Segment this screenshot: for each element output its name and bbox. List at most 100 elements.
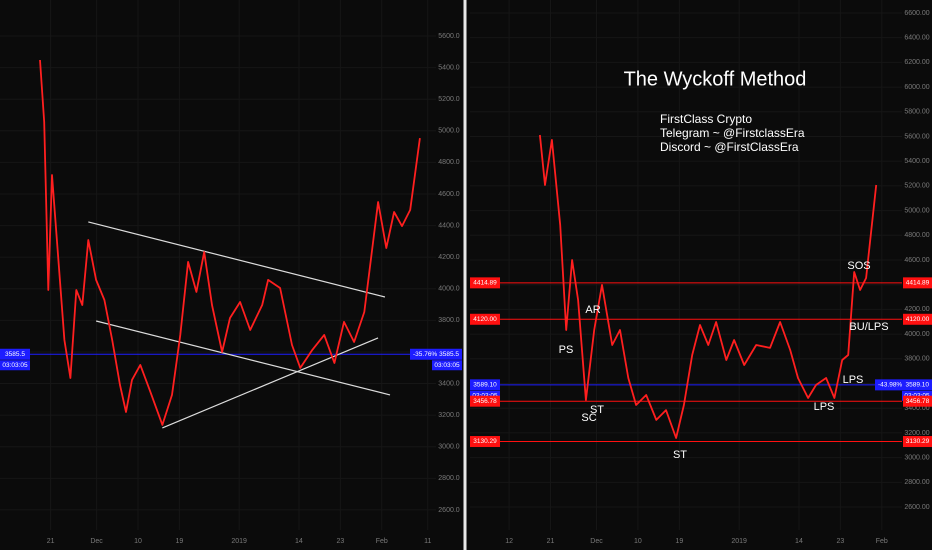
price-box bbox=[470, 395, 500, 407]
y-tick-label: 6000.00 bbox=[904, 84, 929, 91]
x-tick-label: Dec bbox=[90, 538, 103, 545]
x-tick-label: 2019 bbox=[231, 538, 247, 545]
trendline bbox=[162, 337, 379, 429]
y-tick-label: 2600.00 bbox=[904, 504, 929, 511]
price-box bbox=[903, 436, 932, 448]
y-tick-label: 3800.00 bbox=[904, 356, 929, 363]
info-line: Discord ~ @FirstClassEra bbox=[660, 140, 799, 154]
y-tick-label: 3000.00 bbox=[904, 454, 929, 461]
price-label: 3130.29 bbox=[473, 438, 497, 445]
x-tick-label: Feb bbox=[376, 538, 388, 545]
x-tick-label: 12 bbox=[505, 538, 513, 545]
y-tick-label: 4800.0 bbox=[438, 159, 460, 166]
x-tick-label: 23 bbox=[836, 538, 844, 545]
annotation: ST bbox=[673, 449, 687, 461]
price-box bbox=[0, 348, 30, 360]
x-tick-label: 19 bbox=[175, 538, 183, 545]
trendline bbox=[95, 320, 391, 396]
price-box bbox=[470, 436, 500, 448]
price-label: 3585.5 bbox=[439, 351, 459, 358]
price-box bbox=[410, 348, 462, 360]
y-tick-label: 5400.0 bbox=[438, 64, 460, 71]
y-tick-label: 4600.0 bbox=[438, 191, 460, 198]
y-tick-label: 5800.00 bbox=[904, 109, 929, 116]
y-tick-label: 6400.00 bbox=[904, 35, 929, 42]
y-tick-label: 6200.00 bbox=[904, 59, 929, 66]
price-label: 3589.10 bbox=[906, 382, 930, 389]
y-tick-label: 4000.00 bbox=[904, 331, 929, 338]
x-tick-label: 2019 bbox=[731, 538, 747, 545]
y-tick-label: 5600.00 bbox=[904, 133, 929, 140]
price-box bbox=[470, 379, 500, 391]
price-label: 4414.89 bbox=[906, 280, 930, 287]
x-tick-label: Feb bbox=[876, 538, 888, 545]
price-change: -35.76% bbox=[413, 351, 437, 358]
price-box bbox=[470, 313, 500, 325]
x-tick-label: 14 bbox=[795, 538, 803, 545]
annotation: PS bbox=[559, 344, 574, 356]
y-tick-label: 5000.0 bbox=[438, 128, 460, 135]
x-tick-label: 14 bbox=[295, 538, 303, 545]
y-tick-label: 3400.00 bbox=[904, 405, 929, 412]
annotation: BU/LPS bbox=[849, 321, 888, 333]
price-label: 3456.78 bbox=[906, 398, 930, 405]
y-tick-label: 4800.00 bbox=[904, 232, 929, 239]
y-tick-label: 4000.0 bbox=[438, 286, 460, 293]
y-tick-label: 4600.00 bbox=[904, 257, 929, 264]
y-tick-label: 4200.0 bbox=[438, 254, 460, 261]
trendline bbox=[88, 221, 386, 298]
y-tick-label: 5200.00 bbox=[904, 183, 929, 190]
price-box bbox=[903, 313, 932, 325]
info-line: FirstClass Crypto bbox=[660, 112, 752, 126]
y-tick-label: 2600.0 bbox=[438, 507, 460, 514]
y-tick-label: 3200.0 bbox=[438, 412, 460, 419]
price-label: 3589.10 bbox=[473, 382, 497, 389]
price-change: -43.98% bbox=[878, 382, 902, 389]
price-line bbox=[539, 134, 878, 439]
y-tick-label: 4200.00 bbox=[904, 306, 929, 313]
annotation: ST bbox=[590, 404, 604, 416]
x-tick-label: 21 bbox=[47, 538, 55, 545]
annotation: SOS bbox=[847, 260, 870, 272]
x-tick-label: 21 bbox=[547, 538, 555, 545]
y-tick-label: 2800.0 bbox=[438, 475, 460, 482]
y-tick-label: 3800.0 bbox=[438, 317, 460, 324]
price-box bbox=[903, 277, 932, 289]
x-tick-label: 11 bbox=[424, 538, 431, 545]
y-tick-label: 3200.00 bbox=[904, 430, 929, 437]
y-tick-label: 6600.00 bbox=[904, 10, 929, 17]
price-box bbox=[875, 379, 932, 391]
chart-title: The Wyckoff Method bbox=[624, 68, 807, 90]
price-label: 3130.29 bbox=[906, 438, 930, 445]
price-label: 4120.00 bbox=[906, 316, 930, 323]
x-tick-label: 23 bbox=[336, 538, 344, 545]
info-line: Telegram ~ @FirstclassEra bbox=[660, 126, 805, 140]
price-label: 3456.78 bbox=[473, 398, 497, 405]
y-tick-label: 3000.0 bbox=[438, 444, 460, 451]
annotation: LPS bbox=[843, 374, 864, 386]
annotation: LPS bbox=[814, 401, 835, 413]
price-line bbox=[39, 59, 421, 426]
y-tick-label: 5400.00 bbox=[904, 158, 929, 165]
countdown: 03:03:05 bbox=[2, 362, 28, 369]
price-box bbox=[903, 395, 932, 407]
y-tick-label: 3400.0 bbox=[438, 380, 460, 387]
x-tick-label: 10 bbox=[634, 538, 642, 545]
countdown-box bbox=[0, 360, 30, 371]
x-tick-label: 19 bbox=[675, 538, 683, 545]
countdown-box bbox=[432, 360, 462, 371]
price-label: 4120.00 bbox=[473, 316, 497, 323]
y-tick-label: 4400.0 bbox=[438, 222, 460, 229]
annotation: SC bbox=[581, 412, 596, 424]
x-tick-label: Dec bbox=[590, 538, 603, 545]
x-tick-label: 10 bbox=[134, 538, 142, 545]
countdown: 03:03:05 bbox=[434, 362, 460, 369]
price-label: 3585.5 bbox=[5, 351, 25, 358]
y-tick-label: 5200.0 bbox=[438, 96, 460, 103]
y-tick-label: 5600.0 bbox=[438, 33, 460, 40]
annotation: AR bbox=[585, 304, 600, 316]
y-tick-label: 5000.00 bbox=[904, 207, 929, 214]
price-box bbox=[470, 277, 500, 289]
price-label: 4414.89 bbox=[473, 280, 497, 287]
